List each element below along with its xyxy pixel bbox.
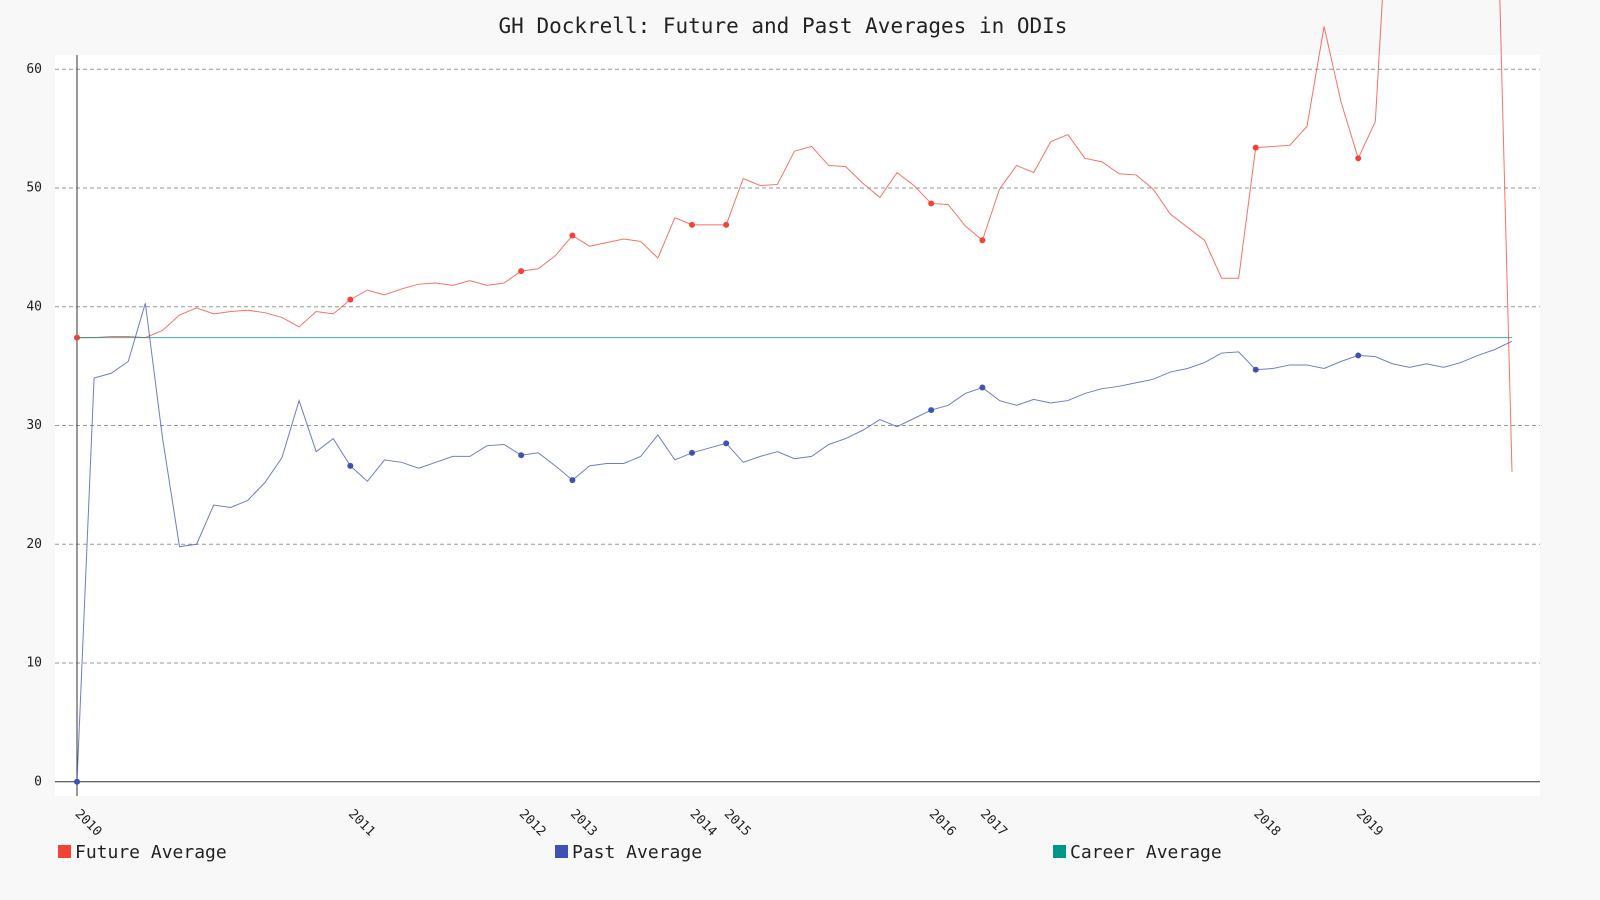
data-point <box>1355 155 1362 162</box>
y-tick-label: 30 <box>26 418 42 433</box>
legend-label: Future Average <box>75 842 227 863</box>
data-point <box>1355 352 1362 359</box>
data-point <box>347 462 354 469</box>
y-tick-label: 50 <box>26 181 42 196</box>
x-tick-label: 2013 <box>567 807 600 840</box>
data-point <box>979 384 986 391</box>
y-tick-label: 20 <box>26 537 42 552</box>
y-tick-label: 0 <box>34 774 42 789</box>
data-point <box>689 221 695 228</box>
data-point <box>518 268 525 275</box>
data-point <box>1252 144 1259 151</box>
data-point <box>74 778 80 785</box>
legend-label: Career Average <box>1070 842 1222 863</box>
data-point <box>723 221 730 228</box>
legend-swatch <box>1053 845 1066 858</box>
x-tick-label: 2010 <box>72 807 105 840</box>
data-point <box>569 477 576 484</box>
data-point <box>689 449 695 456</box>
x-tick-label: 2012 <box>516 807 549 840</box>
data-point <box>928 200 935 207</box>
data-point <box>723 440 730 447</box>
y-tick-label: 40 <box>26 299 42 314</box>
data-point <box>928 407 935 414</box>
x-tick-label: 2017 <box>977 807 1010 840</box>
data-point <box>1252 366 1259 373</box>
chart-title: GH Dockrell: Future and Past Averages in… <box>499 14 1068 38</box>
x-tick-label: 2014 <box>687 807 720 840</box>
data-point <box>518 452 525 459</box>
x-tick-label: 2011 <box>345 807 378 840</box>
x-tick-label: 2015 <box>721 807 754 840</box>
data-point <box>979 237 986 244</box>
x-tick-label: 2018 <box>1250 807 1283 840</box>
x-tick-label: 2016 <box>926 807 959 840</box>
x-tick-label: 2019 <box>1353 807 1386 840</box>
legend-swatch <box>555 845 568 858</box>
y-tick-label: 60 <box>26 62 42 77</box>
series-line <box>76 303 1513 782</box>
data-point <box>569 232 576 239</box>
y-tick-label: 10 <box>26 656 42 671</box>
series-line <box>77 0 1513 472</box>
legend-swatch <box>58 845 71 858</box>
data-point <box>347 296 354 303</box>
legend-label: Past Average <box>572 842 702 863</box>
